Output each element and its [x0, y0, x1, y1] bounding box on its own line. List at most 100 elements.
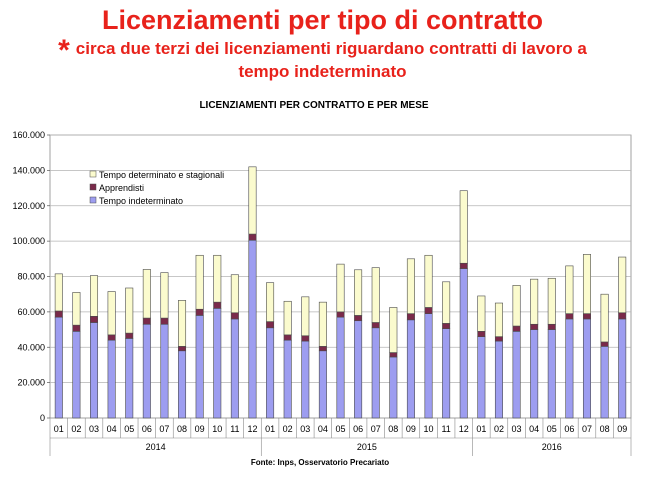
x-tick-label: 11: [441, 424, 450, 434]
bar-tempo-indeterminato: [442, 328, 451, 419]
legend: Tempo determinato e stagionali Apprendist…: [89, 170, 224, 206]
bar-tempo-determinato: [406, 258, 415, 314]
x-tick-label: 07: [159, 424, 169, 434]
bar-tempo-indeterminato: [582, 318, 591, 419]
bar-apprendisti: [442, 323, 451, 329]
bar-tempo-indeterminato: [178, 350, 187, 419]
x-tick-label: 08: [177, 424, 187, 434]
bar-tempo-indeterminato: [283, 339, 292, 419]
x-tick-label: 01: [54, 424, 64, 434]
legend-item-tempo-indeterminato-label: Tempo indeterminato: [99, 196, 183, 206]
y-tick-label: 80.000: [17, 272, 45, 282]
bar-apprendisti: [354, 315, 363, 322]
bar-tempo-determinato: [160, 272, 169, 319]
y-tick-label: 20.000: [17, 378, 45, 388]
x-tick-label: 01: [265, 424, 275, 434]
bar-tempo-determinato: [213, 254, 222, 303]
x-tick-label: 12: [247, 424, 257, 434]
bar-apprendisti: [125, 332, 134, 339]
x-tick-label: 04: [107, 424, 117, 434]
bar-tempo-determinato: [477, 295, 486, 332]
bar-tempo-determinato: [547, 277, 556, 325]
bar-apprendisti: [248, 233, 257, 241]
bar-tempo-indeterminato: [142, 323, 151, 419]
y-tick-label: 60.000: [17, 307, 45, 317]
x-tick-label: 06: [353, 424, 363, 434]
bar-tempo-determinato: [371, 267, 380, 323]
bar-tempo-indeterminato: [530, 329, 539, 419]
bar-tempo-indeterminato: [230, 318, 239, 419]
bar-tempo-determinato: [142, 269, 151, 319]
y-tick-label: 100.000: [12, 236, 45, 246]
y-tick-label: 120.000: [12, 201, 45, 211]
bar-apprendisti: [318, 346, 327, 352]
x-tick-label: 11: [230, 424, 239, 434]
year-label: 2016: [542, 442, 562, 452]
x-tick-label: 06: [142, 424, 152, 434]
y-tick-label: 40.000: [17, 342, 45, 352]
bar-apprendisti: [565, 313, 574, 320]
bar-apprendisti: [494, 336, 503, 342]
bar-tempo-indeterminato: [494, 340, 503, 419]
bar-apprendisti: [266, 321, 275, 329]
bar-apprendisti: [371, 322, 380, 329]
x-tick-label: 10: [424, 424, 434, 434]
y-tick-label: 140.000: [12, 165, 45, 175]
bar-apprendisti: [213, 301, 222, 309]
legend-item-apprendisti-swatch: [89, 183, 97, 191]
x-tick-label: 05: [547, 424, 557, 434]
chart-title: LICENZIAMENTI PER CONTRATTO E PER MESE: [199, 100, 428, 111]
bar-tempo-determinato: [600, 293, 609, 343]
x-tick-label: 09: [195, 424, 205, 434]
bar-apprendisti: [618, 312, 627, 320]
bar-tempo-determinato: [125, 287, 134, 334]
bar-tempo-indeterminato: [54, 316, 63, 419]
bar-tempo-determinato: [424, 254, 433, 308]
bar-tempo-determinato: [389, 307, 398, 353]
page-subtitle: * circa due terzi dei licenziamenti rigua…: [0, 36, 645, 82]
bar-tempo-determinato: [230, 274, 239, 314]
x-tick-label: 09: [617, 424, 627, 434]
bar-apprendisti: [90, 315, 99, 323]
x-tick-label: 03: [89, 424, 99, 434]
bar-tempo-indeterminato: [301, 340, 310, 419]
bar-apprendisti: [424, 307, 433, 314]
bar-tempo-determinato: [530, 278, 539, 325]
x-tick-label: 05: [335, 424, 345, 434]
legend-item-tempo-determinato-label: Tempo determinato e stagionali: [99, 170, 224, 180]
bar-apprendisti: [582, 313, 591, 320]
bar-layer: [54, 166, 627, 419]
bar-tempo-determinato: [266, 282, 275, 322]
subtitle-line-1: circa due terzi dei licenziamenti riguar…: [75, 39, 587, 58]
axis-layer: 0 20.000 40.000 60.000 80.000 100.000 120.000 1…: [12, 130, 632, 456]
bar-tempo-determinato: [442, 281, 451, 324]
bar-tempo-indeterminato: [107, 339, 116, 419]
bar-tempo-indeterminato: [600, 346, 609, 419]
bar-apprendisti: [195, 308, 204, 316]
bar-tempo-indeterminato: [72, 331, 81, 419]
bar-apprendisti: [160, 317, 169, 325]
bar-apprendisti: [107, 334, 116, 341]
bar-apprendisti: [142, 317, 151, 325]
x-tick-label: 02: [494, 424, 504, 434]
asterisk-mark: *: [58, 34, 70, 67]
bar-apprendisti: [72, 324, 81, 332]
bar-tempo-determinato: [72, 292, 81, 326]
subtitle-line-2: tempo indeterminato: [238, 62, 407, 81]
bar-apprendisti: [54, 310, 63, 318]
bar-tempo-determinato: [318, 301, 327, 347]
bar-tempo-determinato: [582, 254, 591, 314]
bar-tempo-indeterminato: [90, 322, 99, 419]
x-tick-label: 03: [512, 424, 522, 434]
bar-tempo-indeterminato: [547, 329, 556, 419]
bar-tempo-indeterminato: [248, 239, 257, 419]
bar-tempo-indeterminato: [389, 356, 398, 419]
bar-tempo-determinato: [336, 263, 345, 313]
bar-tempo-determinato: [512, 285, 521, 327]
bar-apprendisti: [389, 352, 398, 358]
bar-tempo-indeterminato: [477, 336, 486, 419]
y-tick-label: 160.000: [12, 130, 45, 140]
x-tick-label: 04: [318, 424, 328, 434]
y-tick-label: 0: [40, 413, 45, 423]
